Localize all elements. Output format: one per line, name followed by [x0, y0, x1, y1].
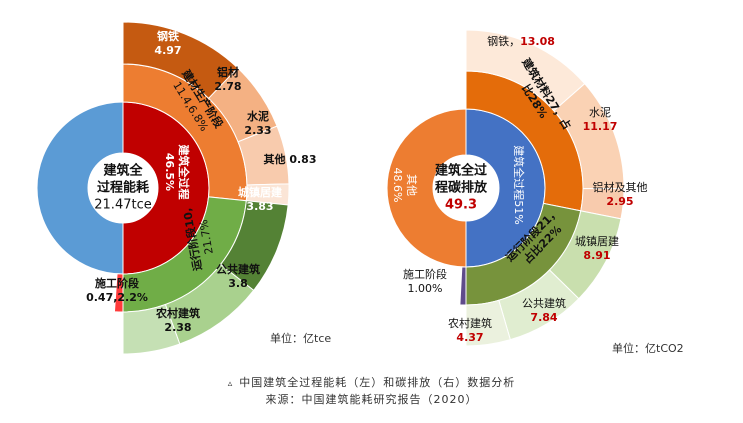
right-center-label: 建筑全过 程碳排放 49.3: [435, 163, 487, 214]
right-center-line2: 程碳排放: [434, 180, 488, 196]
right-center-line1: 建筑全过: [434, 163, 488, 179]
label-urban: 城镇居建 3.83: [238, 186, 282, 213]
outer-segment: [465, 299, 511, 347]
middle-segment: [459, 266, 467, 306]
left-center-line1: 建筑全: [103, 163, 143, 179]
left-center-total: 21.47tce: [94, 197, 152, 213]
label-public-co2: 公共建筑 7.84: [522, 297, 566, 324]
label-rural-co2: 农村建筑 4.37: [448, 317, 492, 344]
right-center-total: 49.3: [444, 197, 478, 213]
label-rural: 农村建筑 2.38: [156, 307, 200, 334]
center-hole: [433, 155, 499, 221]
label-aluminum-co2: 铝材及其他 2.95: [592, 181, 648, 208]
outer-segment: [122, 303, 181, 355]
caption-line2: 来源：中国建筑能耗研究报告（2020）: [265, 393, 478, 406]
label-construction: 施工阶段 0.47,2.2%: [86, 277, 148, 304]
label-whole-co2: 建筑全过程51%: [512, 145, 525, 225]
caption-line1: ▵ 中国建筑全过程能耗（左）和碳排放（右）数据分析: [0, 374, 743, 390]
right-unit: 单位：亿tCO2: [612, 342, 684, 355]
label-cement-co2: 水泥 11.17: [582, 106, 618, 133]
left-center-label: 建筑全 过程能耗 21.47tce: [94, 163, 151, 214]
caption-title: 中国建筑全过程能耗（左）和碳排放（右）数据分析: [239, 376, 516, 389]
triangle-icon: ▵: [227, 379, 234, 389]
left-center-line2: 过程能耗: [96, 180, 149, 196]
center-hole: [88, 153, 158, 223]
middle-segment: [113, 273, 124, 313]
label-public: 公共建筑 3.8: [216, 263, 260, 290]
label-aluminum: 铝材 2.78: [214, 66, 242, 93]
label-construction-co2: 施工阶段 1.00%: [403, 268, 447, 295]
label-other-co2: 其他 48.6%: [391, 167, 418, 203]
label-other: 其他 0.83: [263, 153, 317, 166]
label-urban-co2: 城镇居建 8.91: [575, 235, 619, 262]
label-cement: 水泥 2.33: [244, 110, 272, 137]
label-steel-co2: 钢铁，13.08: [487, 35, 555, 48]
left-unit: 单位：亿tce: [270, 332, 332, 345]
label-whole-process: 建筑全过程 46.5%: [163, 144, 190, 200]
label-steel: 钢铁 4.97: [154, 30, 182, 57]
